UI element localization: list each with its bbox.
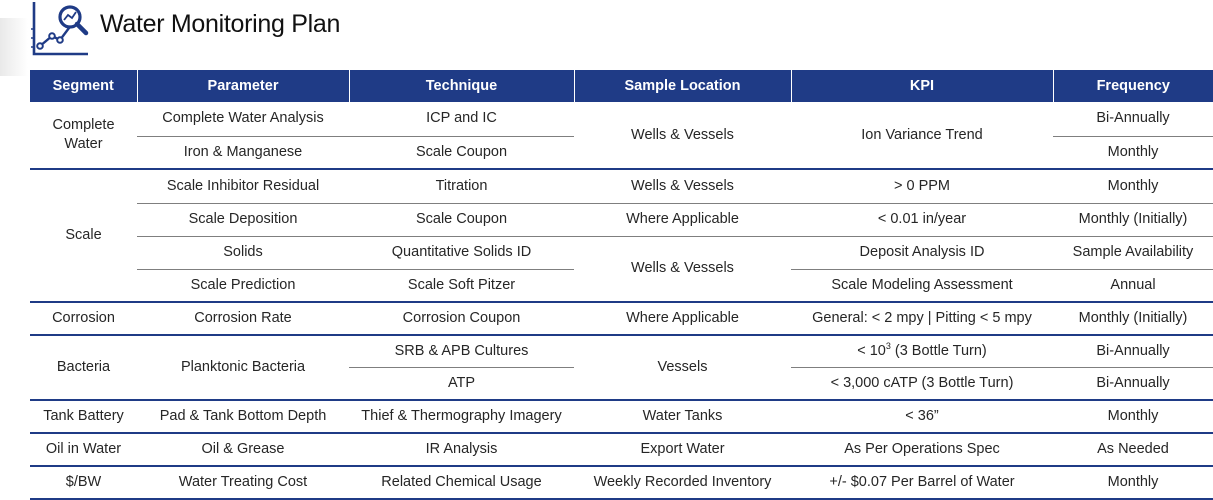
technique-cell: SRB & APB Cultures: [349, 335, 574, 368]
kpi-cell: Ion Variance Trend: [791, 102, 1053, 170]
parameter-cell: Pad & Tank Bottom Depth: [137, 400, 349, 434]
location-cell: Vessels: [574, 335, 791, 401]
kpi-cell: > 0 PPM: [791, 169, 1053, 204]
kpi-suffix: (3 Bottle Turn): [890, 343, 987, 359]
location-cell: Wells & Vessels: [574, 236, 791, 303]
table-row: Iron & Manganese Scale Coupon Monthly: [30, 136, 1213, 170]
kpi-cell: General: < 2 mpy | Pitting < 5 mpy: [791, 302, 1053, 336]
frequency-cell: Monthly (Initially): [1053, 302, 1213, 336]
header-row: Segment Parameter Technique Sample Locat…: [30, 70, 1213, 102]
frequency-cell: Sample Availability: [1053, 236, 1213, 270]
frequency-cell: As Needed: [1053, 433, 1213, 467]
table-row: ATP < 3,000 cATP (3 Bottle Turn) Bi-Annu…: [30, 367, 1213, 401]
location-cell: Where Applicable: [574, 203, 791, 237]
segment-cell: Scale: [30, 169, 137, 303]
segment-cell: Complete Water: [30, 102, 137, 170]
segment-cell: $/BW: [30, 466, 137, 500]
location-cell: Export Water: [574, 433, 791, 467]
kpi-cell: < 3,000 cATP (3 Bottle Turn): [791, 367, 1053, 401]
technique-cell: Scale Soft Pitzer: [349, 269, 574, 303]
parameter-cell: Planktonic Bacteria: [137, 335, 349, 401]
table-row: Scale Deposition Scale Coupon Where Appl…: [30, 203, 1213, 237]
technique-cell: Related Chemical Usage: [349, 466, 574, 500]
table-row: Bacteria Planktonic Bacteria SRB & APB C…: [30, 335, 1213, 401]
parameter-cell: Solids: [137, 236, 349, 270]
technique-cell: Corrosion Coupon: [349, 302, 574, 336]
frequency-cell: Monthly: [1053, 400, 1213, 434]
decorative-shadow: [0, 18, 28, 76]
technique-cell: Thief & Thermography Imagery: [349, 400, 574, 434]
parameter-cell: Iron & Manganese: [137, 136, 349, 170]
frequency-cell: Bi-Annually: [1053, 367, 1213, 401]
table-row: Corrosion Corrosion Rate Corrosion Coupo…: [30, 302, 1213, 336]
technique-cell: Quantitative Solids ID: [349, 236, 574, 270]
table-row: Tank Battery Pad & Tank Bottom Depth Thi…: [30, 400, 1213, 434]
frequency-cell: Monthly: [1053, 136, 1213, 170]
parameter-cell: Corrosion Rate: [137, 302, 349, 336]
technique-cell: Scale Coupon: [349, 136, 574, 170]
technique-cell: ATP: [349, 367, 574, 401]
kpi-cell: < 36”: [791, 400, 1053, 434]
frequency-cell: Bi-Annually: [1053, 335, 1213, 368]
location-cell: Wells & Vessels: [574, 102, 791, 170]
kpi-cell: As Per Operations Spec: [791, 433, 1053, 467]
kpi-cell: < 0.01 in/year: [791, 203, 1053, 237]
kpi-prefix: < 10: [857, 343, 886, 359]
parameter-cell: Oil & Grease: [137, 433, 349, 467]
parameter-cell: Complete Water Analysis: [137, 102, 349, 137]
monitoring-plan-table: Segment Parameter Technique Sample Locat…: [30, 70, 1213, 500]
kpi-exponent: 3: [885, 341, 891, 352]
table-row: Scale Prediction Scale Soft Pitzer Scale…: [30, 269, 1213, 303]
frequency-cell: Monthly: [1053, 466, 1213, 500]
segment-cell: Corrosion: [30, 302, 137, 336]
location-cell: Where Applicable: [574, 302, 791, 336]
kpi-cell: +/- $0.07 Per Barrel of Water: [791, 466, 1053, 500]
col-header-frequency: Frequency: [1052, 70, 1213, 102]
location-cell: Weekly Recorded Inventory: [574, 466, 791, 500]
location-cell: Water Tanks: [574, 400, 791, 434]
kpi-cell: Scale Modeling Assessment: [791, 269, 1053, 303]
col-header-sample-location: Sample Location: [573, 70, 791, 102]
segment-cell: Bacteria: [30, 335, 137, 401]
kpi-cell: < 103 (3 Bottle Turn): [791, 335, 1053, 368]
location-cell: Wells & Vessels: [574, 169, 791, 204]
chart-magnifier-icon: [31, 2, 89, 56]
col-header-technique: Technique: [348, 70, 574, 102]
table-row: $/BW Water Treating Cost Related Chemica…: [30, 466, 1213, 500]
table-row: Solids Quantitative Solids ID Wells & Ve…: [30, 236, 1213, 303]
frequency-cell: Annual: [1053, 269, 1213, 303]
page-title: Water Monitoring Plan: [100, 10, 341, 38]
parameter-cell: Scale Deposition: [137, 203, 349, 237]
parameter-cell: Scale Inhibitor Residual: [137, 169, 349, 204]
parameter-cell: Water Treating Cost: [137, 466, 349, 500]
frequency-cell: Monthly (Initially): [1053, 203, 1213, 237]
table-row: Oil in Water Oil & Grease IR Analysis Ex…: [30, 433, 1213, 467]
frequency-cell: Bi-Annually: [1053, 102, 1213, 137]
technique-cell: Titration: [349, 169, 574, 204]
segment-cell: Tank Battery: [30, 400, 137, 434]
col-header-segment: Segment: [30, 70, 137, 102]
segment-cell: Oil in Water: [30, 433, 137, 467]
kpi-cell: Deposit Analysis ID: [791, 236, 1053, 270]
technique-cell: ICP and IC: [349, 102, 574, 137]
col-header-parameter: Parameter: [136, 70, 349, 102]
table-row: Scale Scale Inhibitor Residual Titration…: [30, 169, 1213, 303]
technique-cell: IR Analysis: [349, 433, 574, 467]
parameter-cell: Scale Prediction: [137, 269, 349, 303]
col-header-kpi: KPI: [790, 70, 1053, 102]
frequency-cell: Monthly: [1053, 169, 1213, 204]
technique-cell: Scale Coupon: [349, 203, 574, 237]
table-row: Complete Water Complete Water Analysis I…: [30, 102, 1213, 170]
